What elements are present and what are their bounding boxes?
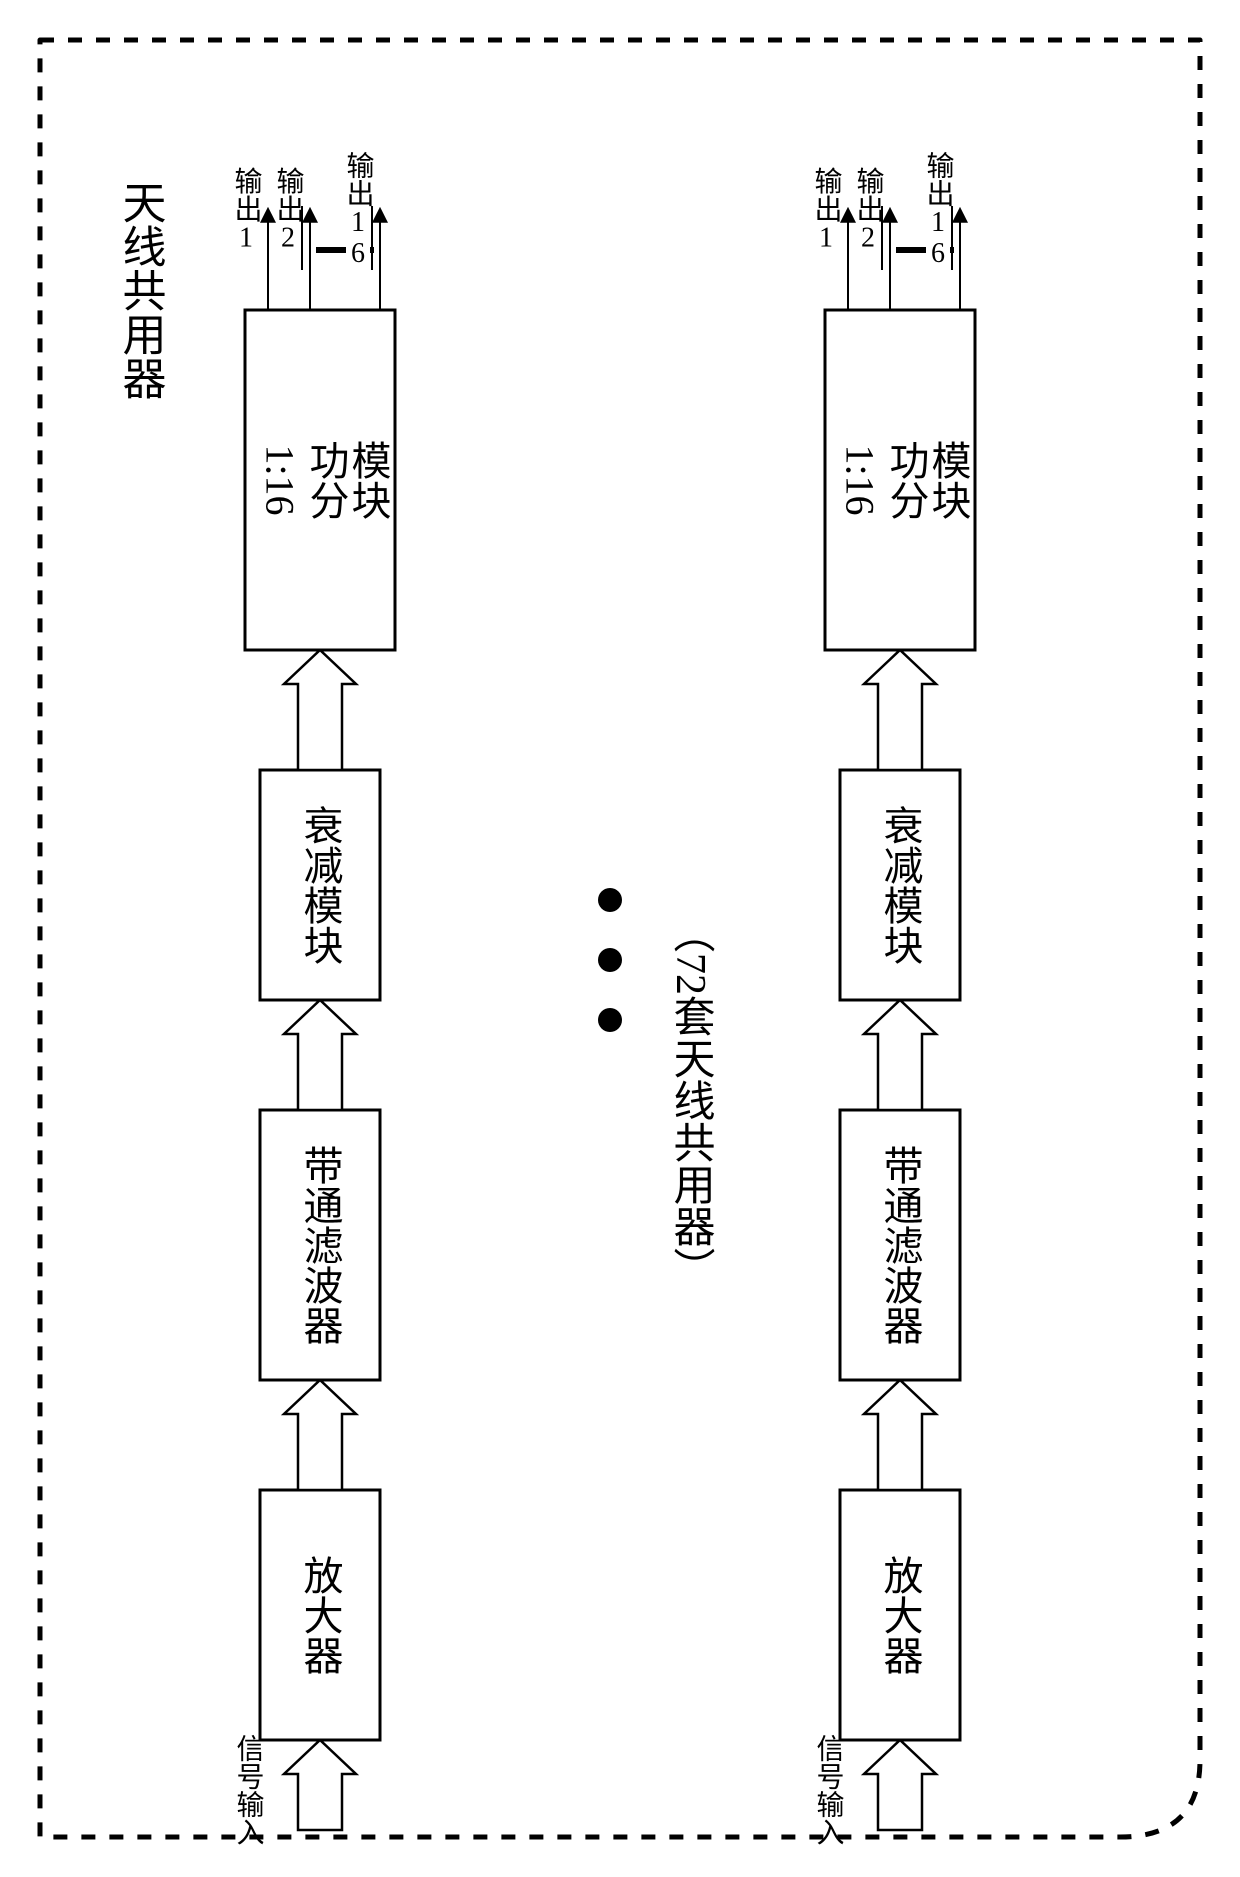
amplifier-label: 放大器 <box>878 1555 924 1675</box>
output-label: 输出1 <box>811 166 842 253</box>
input-label: 信号输入 <box>233 1734 265 1846</box>
arrow-att-to-splitter <box>864 650 936 770</box>
input-label: 信号输入 <box>813 1734 845 1846</box>
arrow-amp-to-bpf <box>284 1380 356 1490</box>
splitter-ratio: 1:16 <box>258 444 303 515</box>
attenuator-label: 衰减模块 <box>298 805 343 965</box>
arrow-att-to-splitter <box>284 650 356 770</box>
output-label: 输出1 <box>231 166 262 253</box>
splitter-label-2: 模块 <box>926 440 971 520</box>
splitter-label-1: 功分 <box>304 440 349 520</box>
arrow-amp-to-bpf <box>864 1380 936 1490</box>
input-arrow <box>284 1740 356 1830</box>
bandpass-label: 带通滤波器 <box>298 1145 343 1345</box>
bandpass-label: 带通滤波器 <box>878 1145 923 1345</box>
arrow-bpf-to-att <box>864 1000 936 1110</box>
splitter-label-2: 模块 <box>346 440 391 520</box>
ellipsis-dot <box>598 888 622 912</box>
arrow-bpf-to-att <box>284 1000 356 1110</box>
output-label: 输出2 <box>853 166 884 253</box>
attenuator-label: 衰减模块 <box>878 805 923 965</box>
splitter-ratio: 1:16 <box>838 444 883 515</box>
diagram-border <box>40 40 1200 1837</box>
splitter-label-1: 功分 <box>884 440 929 520</box>
ellipsis-dot <box>598 1008 622 1032</box>
diagram-title: 天线共用器 <box>116 180 166 400</box>
output-label: 输出16 <box>343 151 374 269</box>
ellipsis-dot <box>598 948 622 972</box>
input-arrow <box>864 1740 936 1830</box>
output-label: 输出16 <box>923 151 954 269</box>
amplifier-label: 放大器 <box>298 1555 344 1675</box>
output-label: 输出2 <box>273 166 304 253</box>
count-note: （72套天线共用器） <box>667 911 714 1289</box>
